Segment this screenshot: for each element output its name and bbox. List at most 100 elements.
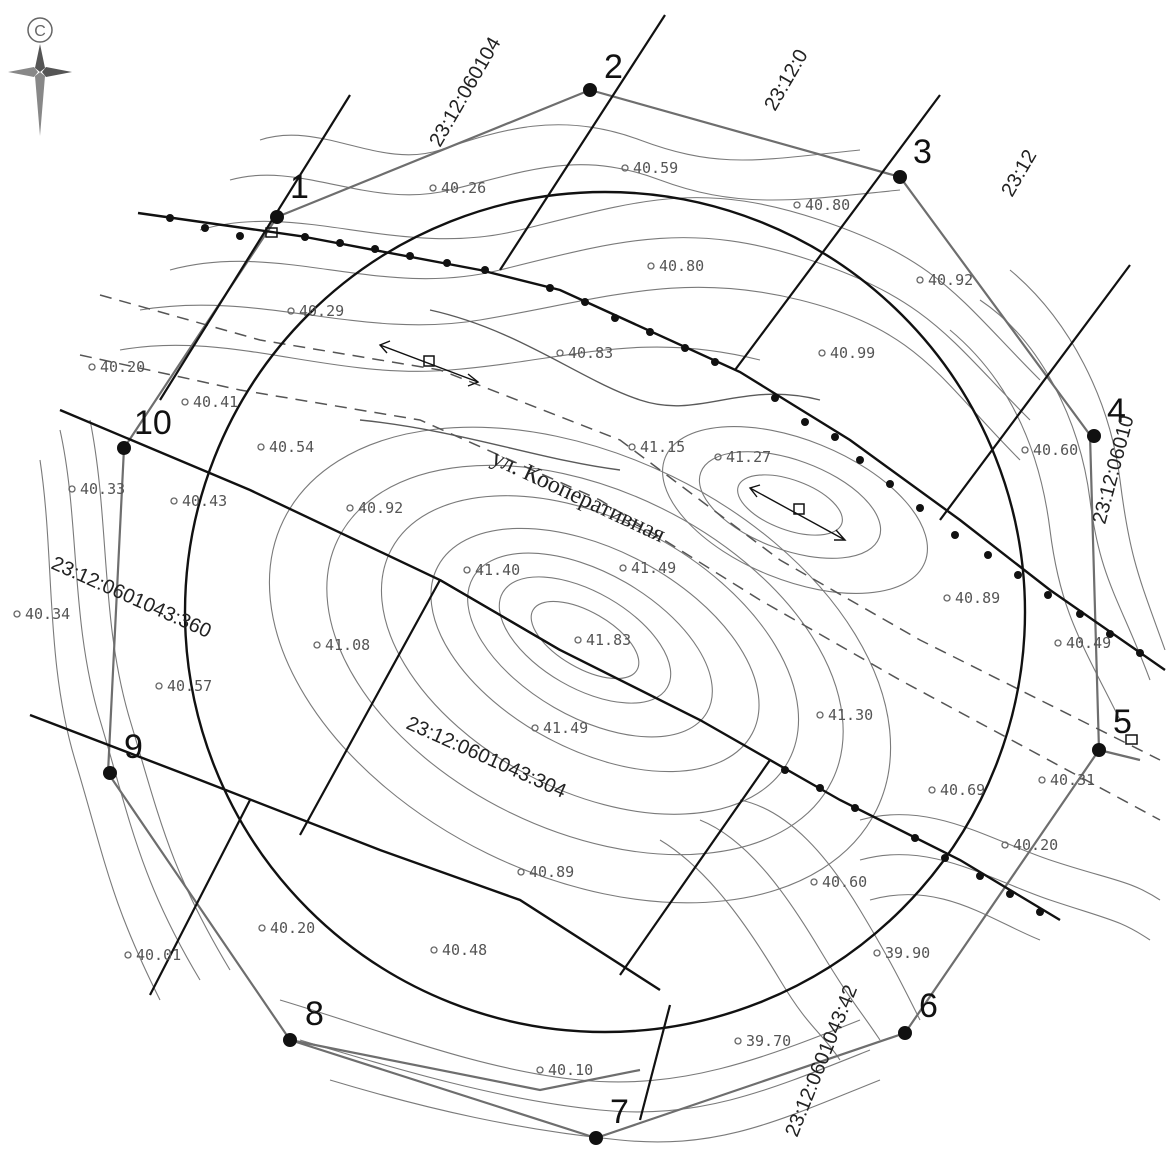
spot-height: 40.20 (1001, 836, 1058, 854)
vertex-number: 5 (1113, 703, 1132, 741)
spot-height: 40.80 (793, 196, 850, 214)
spot-height-label: 41.30 (828, 706, 873, 724)
spot-height-label: 40.01 (136, 946, 181, 964)
spot-height: 41.30 (816, 706, 873, 724)
spot-height-label: 40.10 (548, 1061, 593, 1079)
spot-height-label: 40.20 (1013, 836, 1058, 854)
spot-height: 40.33 (68, 480, 125, 498)
spot-height: 40.80 (647, 257, 704, 275)
spot-height-label: 40.49 (1066, 634, 1111, 652)
spot-height: 40.41 (181, 393, 238, 411)
vertex-number: 9 (124, 728, 143, 766)
vertex-number: 4 (1107, 392, 1126, 430)
spot-height-label: 40.41 (193, 393, 238, 411)
vertex-number: 1 (290, 168, 309, 206)
compass-copyright-mark: C (34, 23, 46, 40)
spot-height: 39.90 (873, 944, 930, 962)
spot-height: 41.49 (531, 719, 588, 737)
cadastral-label-top-right: 23:12 (997, 146, 1041, 200)
spot-height: 40.92 (916, 271, 973, 289)
spot-height: 40.26 (429, 179, 486, 197)
spot-height: 40.57 (155, 677, 212, 695)
spot-height: 41.27 (714, 448, 771, 466)
spot-height-label: 40.83 (568, 344, 613, 362)
boundary-vertices: 1 2 3 4 5 6 7 8 9 10 (103, 48, 1132, 1145)
spot-height: 40.48 (430, 941, 487, 959)
spot-height-label: 40.60 (822, 873, 867, 891)
spot-height-label: 39.90 (885, 944, 930, 962)
vertex-number: 7 (610, 1093, 629, 1131)
spot-height-label: 40.34 (25, 605, 70, 623)
spot-height: 40.43 (170, 492, 227, 510)
buffer-zone-circle (183, 190, 1027, 1034)
spot-height: 40.69 (928, 781, 985, 799)
spot-height-label: 40.20 (270, 919, 315, 937)
spot-height-label: 41.15 (640, 438, 685, 456)
vertex-point: 4 (1087, 392, 1126, 443)
vertex-point: 7 (589, 1093, 629, 1145)
parcel-lines (149, 14, 1131, 1121)
spot-height: 40.10 (536, 1061, 593, 1079)
spot-height: 40.01 (124, 946, 181, 964)
spot-height: 40.60 (1021, 441, 1078, 459)
vertex-number: 2 (604, 48, 623, 86)
spot-height-label: 40.54 (269, 438, 314, 456)
axis-markers (166, 214, 1144, 916)
spot-height: 41.83 (574, 631, 631, 649)
spot-height: 40.89 (943, 589, 1000, 607)
spot-height-label: 40.69 (940, 781, 985, 799)
spot-height-label: 40.80 (805, 196, 850, 214)
spot-height-label: 40.80 (659, 257, 704, 275)
slope-arrows (265, 227, 1138, 745)
spot-height-label: 40.60 (1033, 441, 1078, 459)
spot-height: 40.54 (257, 438, 314, 456)
vertex-number: 3 (913, 133, 932, 171)
spot-height: 41.49 (619, 559, 676, 577)
spot-height-label: 40.89 (529, 863, 574, 881)
spot-height-label: 40.43 (182, 492, 227, 510)
spot-height: 40.34 (13, 605, 70, 623)
spot-height: 40.20 (88, 358, 145, 376)
spot-height: 40.59 (621, 159, 678, 177)
spot-height-label: 41.27 (726, 448, 771, 466)
spot-height: 39.70 (734, 1032, 791, 1050)
spot-height-label: 39.70 (746, 1032, 791, 1050)
spot-height-label: 41.49 (631, 559, 676, 577)
vertex-point: 1 (270, 168, 309, 224)
spot-height: 40.60 (810, 873, 867, 891)
spot-height: 40.89 (517, 863, 574, 881)
vertex-point: 6 (898, 987, 938, 1040)
spot-height: 40.20 (258, 919, 315, 937)
spot-height: 41.15 (628, 438, 685, 456)
spot-height-label: 41.08 (325, 636, 370, 654)
spot-height-label: 40.99 (830, 344, 875, 362)
spot-height-label: 40.59 (633, 159, 678, 177)
spot-height: 40.92 (346, 499, 403, 517)
cadastral-label-top-left: 23:12:060104 (425, 34, 505, 151)
outer-boundary (106, 88, 1141, 1140)
street-axis (29, 211, 1166, 992)
vertex-point: 5 (1092, 703, 1132, 757)
spot-height-label: 40.89 (955, 589, 1000, 607)
spot-height: 40.29 (287, 302, 344, 320)
vertex-number: 6 (919, 987, 938, 1025)
spot-height-label: 40.29 (299, 302, 344, 320)
spot-height: 40.49 (1054, 634, 1111, 652)
spot-height-label: 40.92 (928, 271, 973, 289)
compass-rose-icon: C (8, 17, 72, 136)
spot-height-label: 40.26 (441, 179, 486, 197)
spot-height-label: 40.33 (80, 480, 125, 498)
spot-height-label: 40.20 (100, 358, 145, 376)
spot-height: 40.83 (556, 344, 613, 362)
vertex-point: 8 (283, 995, 324, 1047)
spot-height: 40.99 (818, 344, 875, 362)
spot-height-label: 40.92 (358, 499, 403, 517)
spot-height-label: 41.40 (475, 561, 520, 579)
vertex-number: 10 (134, 404, 172, 442)
spot-height-label: 40.48 (442, 941, 487, 959)
vertex-point: 9 (103, 728, 143, 780)
spot-height: 41.08 (313, 636, 370, 654)
vertex-point: 10 (117, 404, 172, 455)
spot-height-label: 41.49 (543, 719, 588, 737)
